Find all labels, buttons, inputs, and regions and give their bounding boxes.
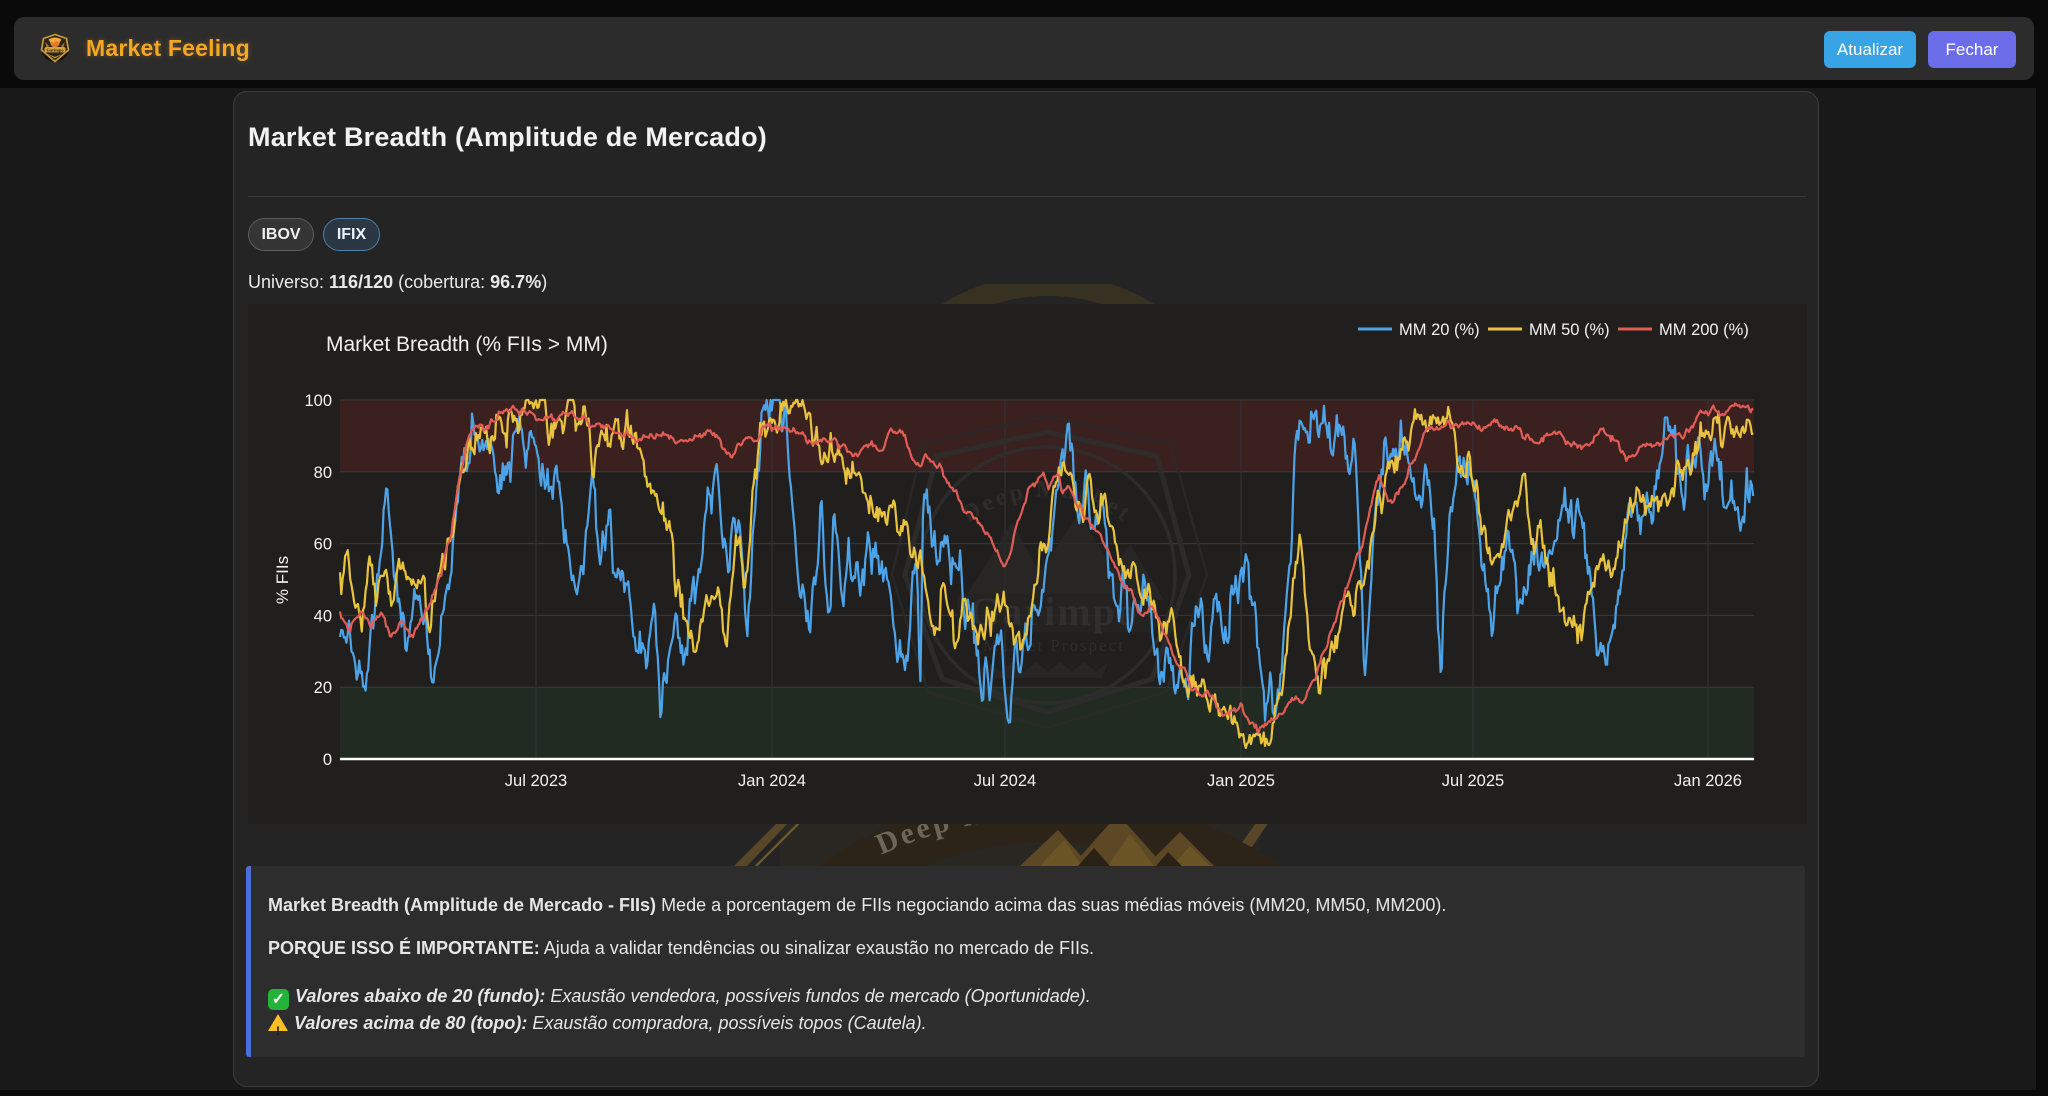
svg-text:Jan 2024: Jan 2024: [738, 772, 806, 790]
svg-text:Jul 2024: Jul 2024: [974, 772, 1036, 790]
svg-text:0: 0: [323, 751, 332, 769]
svg-text:Market Prospect: Market Prospect: [983, 636, 1125, 655]
svg-text:100: 100: [304, 392, 332, 410]
svg-text:Jul 2025: Jul 2025: [1442, 772, 1504, 790]
svg-text:40: 40: [314, 607, 332, 625]
svg-text:80: 80: [314, 464, 332, 482]
svg-text:Market Breadth (% FIIs > MM): Market Breadth (% FIIs > MM): [326, 333, 608, 356]
svg-text:Jul 2023: Jul 2023: [505, 772, 567, 790]
svg-text:MM 50 (%): MM 50 (%): [1529, 321, 1610, 339]
svg-text:MM 20 (%): MM 20 (%): [1399, 321, 1480, 339]
svg-text:60: 60: [314, 536, 332, 554]
svg-text:Jan 2026: Jan 2026: [1674, 772, 1742, 790]
svg-text:Garimpo: Garimpo: [46, 47, 64, 52]
svg-text:MM 200 (%): MM 200 (%): [1659, 321, 1749, 339]
svg-text:Jan 2025: Jan 2025: [1207, 772, 1275, 790]
svg-text:20: 20: [314, 679, 332, 697]
svg-text:% FIIs: % FIIs: [273, 556, 292, 604]
